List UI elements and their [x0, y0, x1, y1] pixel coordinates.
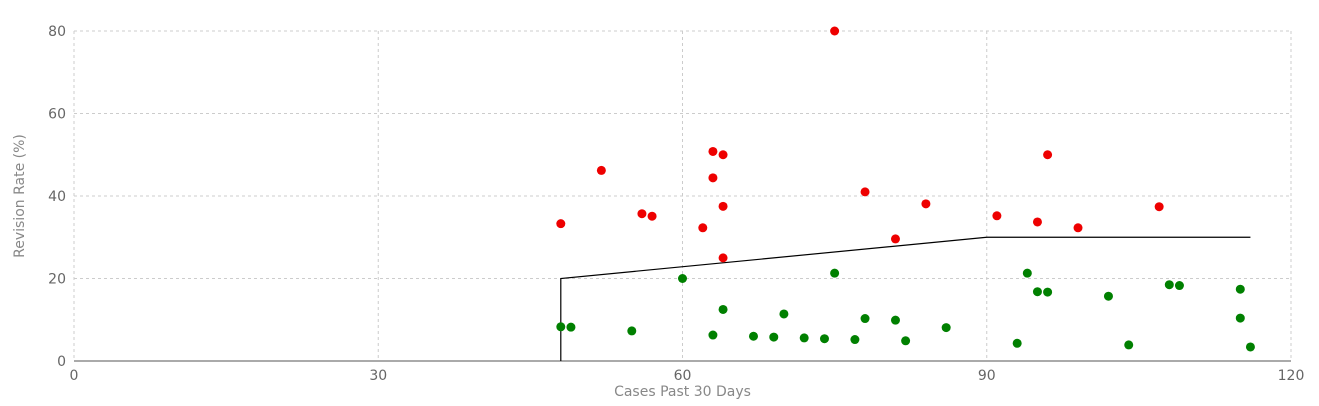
data-point-below — [769, 332, 779, 342]
x-tick-label: 90 — [978, 368, 996, 384]
data-point-below — [860, 314, 870, 324]
data-point-above — [698, 223, 708, 233]
data-point-above — [1154, 202, 1164, 212]
data-point-below — [1245, 342, 1255, 352]
data-point-above — [556, 219, 566, 229]
x-tick-label: 60 — [674, 368, 692, 384]
data-point-above — [637, 209, 647, 219]
data-point-above — [708, 173, 718, 183]
data-point-below — [708, 330, 718, 340]
data-point-below — [1174, 281, 1184, 291]
data-point-above — [890, 234, 900, 244]
data-point-above — [718, 253, 728, 263]
data-point-below — [779, 309, 789, 319]
data-point-below — [819, 334, 829, 344]
data-point-below — [901, 336, 911, 346]
y-tick-label: 60 — [48, 107, 66, 123]
axes-layer — [73, 31, 1291, 362]
data-point-above — [1073, 223, 1083, 233]
data-point-above — [992, 211, 1002, 221]
data-point-below — [1124, 340, 1134, 350]
data-point-below — [1032, 287, 1042, 297]
data-point-below — [1164, 280, 1174, 290]
data-point-above — [921, 199, 931, 209]
data-point-above — [596, 165, 606, 175]
y-tick-label: 20 — [48, 272, 66, 288]
points-layer — [556, 26, 1255, 352]
y-tick-label: 80 — [48, 24, 66, 40]
x-tick-label: 0 — [70, 368, 79, 384]
x-tick-label: 120 — [1278, 368, 1305, 384]
data-point-below — [556, 322, 566, 332]
y-tick-label: 40 — [48, 189, 66, 205]
data-point-above — [1032, 217, 1042, 227]
data-point-above — [647, 211, 657, 221]
data-point-below — [799, 333, 809, 343]
data-point-below — [941, 323, 951, 333]
y-axis-title: Revision Rate (%) — [12, 134, 28, 258]
data-point-below — [627, 326, 637, 336]
y-tick-label: 0 — [57, 354, 66, 370]
data-point-above — [860, 187, 870, 197]
data-point-below — [1235, 313, 1245, 323]
data-point-above — [718, 201, 728, 211]
data-point-below — [1103, 291, 1113, 301]
data-point-below — [830, 268, 840, 278]
data-point-below — [1043, 287, 1053, 297]
data-point-below — [1235, 284, 1245, 294]
data-point-below — [566, 322, 576, 332]
data-point-below — [850, 335, 860, 345]
data-point-below — [678, 274, 687, 283]
grid-layer — [73, 30, 1292, 361]
threshold-line — [560, 236, 1251, 361]
data-point-below — [1022, 268, 1032, 278]
x-tick-label: 30 — [369, 368, 387, 384]
data-point-above — [1043, 150, 1053, 160]
labels-layer: 0 30 60 90 120 0 20 40 60 80 — [48, 24, 1304, 384]
data-point-below — [890, 315, 900, 325]
threshold-layer — [560, 236, 1251, 361]
data-point-above — [708, 146, 718, 156]
data-point-below — [1012, 338, 1022, 348]
data-point-below — [748, 331, 758, 341]
data-point-above — [830, 26, 840, 36]
data-point-below — [718, 304, 728, 314]
data-point-above — [718, 150, 728, 160]
x-axis-title: Cases Past 30 Days — [614, 384, 751, 400]
